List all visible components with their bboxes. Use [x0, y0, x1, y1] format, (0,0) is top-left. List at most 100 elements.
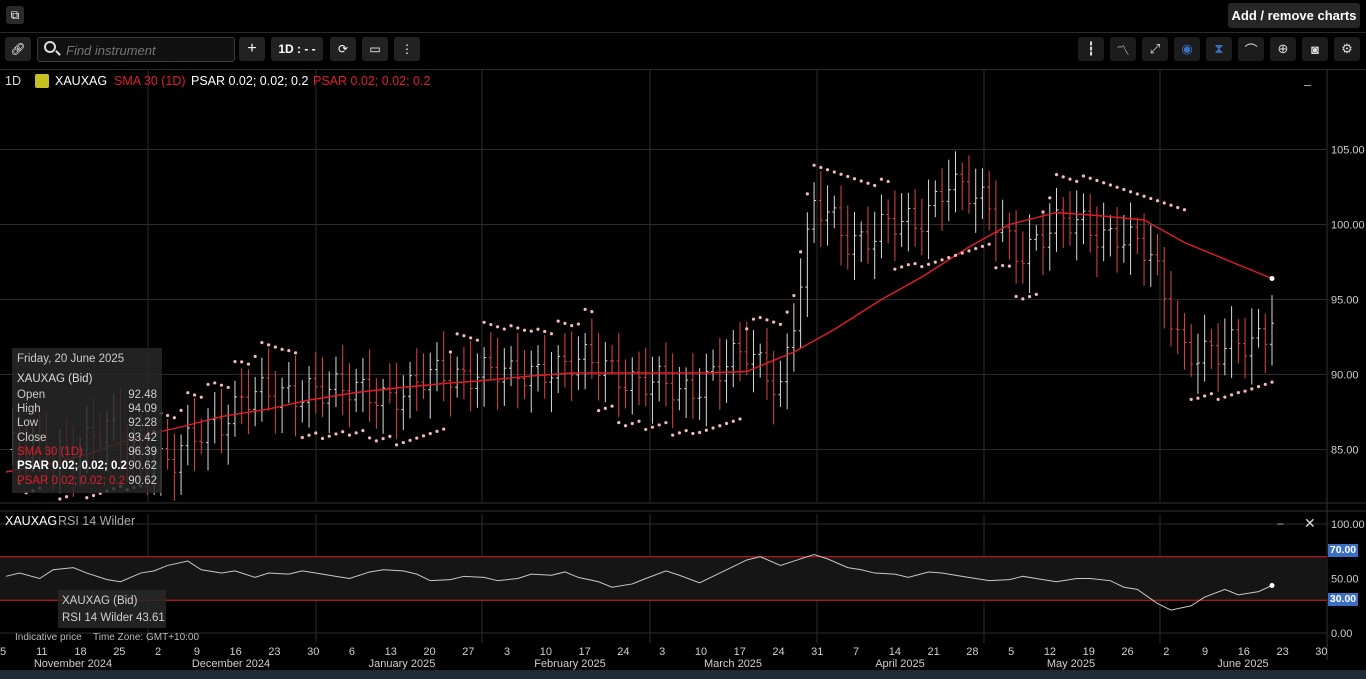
taskbar [0, 670, 1366, 679]
psar-dot [832, 170, 836, 174]
add-remove-charts-button[interactable]: Add / remove charts [1228, 3, 1360, 28]
search-box[interactable] [37, 37, 235, 62]
x-day-label: 3 [504, 646, 510, 658]
timezone-label: Time Zone: GMT+10:00 [93, 632, 200, 643]
psar-dot [873, 183, 877, 188]
settings-icon[interactable]: ⚙ [1334, 37, 1360, 61]
psar-dot [529, 329, 533, 333]
psar-dot [267, 343, 271, 347]
x-day-label: 26 [1121, 646, 1133, 658]
rsi-tooltip-value: 43.61 [136, 612, 165, 624]
top-bar [0, 0, 1366, 33]
bar-style-icon[interactable]: ┇ [1078, 37, 1104, 61]
psar-dot [738, 417, 742, 421]
x-day-label: 16 [230, 646, 242, 658]
legend-psar-red[interactable]: PSAR 0.02; 0.02; 0.2 [313, 74, 431, 88]
psar-dot [320, 436, 325, 441]
x-day-label: 9 [194, 646, 200, 658]
psar-dot [556, 319, 560, 323]
minimize-panel-button[interactable]: – [1304, 78, 1311, 92]
psar-dot [213, 381, 217, 385]
price-tick-label: 90.00 [1331, 370, 1359, 382]
psar-dot [421, 434, 426, 438]
psar-dot [1229, 393, 1234, 397]
rsi-indicator-label[interactable]: RSI 14 Wilder [58, 514, 136, 528]
psar-dot [926, 262, 931, 266]
psar-dot [240, 360, 244, 364]
psar-dot [765, 318, 769, 322]
camera-icon[interactable]: ◙ [1302, 37, 1328, 61]
psar-dot [953, 253, 958, 257]
tooltip-row: Open 92.48 [17, 389, 157, 401]
more-vertical-icon[interactable]: ⋮ [394, 37, 420, 61]
psar-dot [327, 434, 331, 438]
rsi-close-icon[interactable]: ✕ [1304, 515, 1316, 531]
rsi-tick-label: 0.00 [1331, 628, 1352, 640]
psar-dot [448, 350, 453, 354]
rsi-band-fill [0, 556, 1327, 601]
psar-dot [549, 332, 554, 336]
x-day-label: 19 [1083, 646, 1095, 658]
psar-dot [866, 181, 870, 185]
psar-dot [792, 293, 796, 298]
psar-dot [1115, 185, 1119, 189]
psar-dot [287, 349, 291, 353]
psar-dot [1203, 394, 1207, 398]
psar-dot [334, 432, 338, 436]
psar-dot [900, 265, 904, 269]
legend-psar-white[interactable]: PSAR 0.02; 0.02; 0.2 [191, 74, 309, 88]
psar-dot [522, 328, 527, 332]
psar-dot [711, 426, 715, 430]
psar-dot [967, 249, 971, 253]
x-day-label: 10 [695, 646, 707, 658]
psar-dot [846, 174, 850, 179]
psar-dot [617, 421, 621, 425]
legend-symbol[interactable]: XAUXAG [55, 74, 108, 88]
psar-dot [435, 429, 439, 433]
psar-dot [623, 424, 628, 428]
psar-dot [401, 440, 405, 445]
psar-dot [805, 192, 809, 196]
draw-line-icon[interactable]: ⤢ [1142, 37, 1168, 61]
psar-dot [280, 347, 284, 351]
link-icon[interactable]: 🔗︎ [5, 37, 31, 61]
search-input[interactable] [64, 41, 228, 59]
psar-dot [570, 324, 574, 328]
hide-icon[interactable]: ◉ [1174, 37, 1200, 61]
price-tick-label: 100.00 [1331, 220, 1365, 232]
legend-sma[interactable]: SMA 30 (1D) [114, 74, 186, 88]
psar-dot [219, 383, 224, 387]
psar-dot [1169, 203, 1173, 207]
refresh-icon[interactable]: ⟳ [330, 37, 356, 61]
x-day-label: 3 [659, 646, 665, 658]
x-day-label: 31 [811, 646, 823, 658]
psar-dot [859, 179, 863, 183]
psar-dot [482, 320, 486, 324]
chart-type-icon[interactable]: ▭ [362, 37, 388, 61]
x-month-label: February 2025 [534, 658, 606, 670]
rsi-symbol-label[interactable]: XAUXAG [5, 514, 58, 528]
psar-dot [1223, 395, 1227, 399]
x-day-label: 24 [772, 646, 784, 658]
curve-icon[interactable]: ⌒ [1238, 37, 1264, 61]
popout-icon[interactable]: ⧉ [6, 6, 24, 24]
zoom-icon[interactable]: ⊕ [1270, 37, 1296, 61]
rsi-tick-label: 100.00 [1331, 519, 1365, 531]
psar-dot [893, 267, 897, 271]
rsi-line [5, 553, 1273, 611]
rsi-minimize-button[interactable]: – [1277, 516, 1284, 530]
psar-dot [1027, 295, 1032, 299]
psar-dot [489, 322, 493, 327]
rsi-tooltip-label: RSI 14 Wilder [62, 612, 133, 624]
indicator-icon[interactable]: 〽 [1110, 37, 1136, 61]
psar-dot [610, 404, 614, 408]
price-tick-label: 85.00 [1331, 445, 1359, 457]
psar-dot [1189, 397, 1193, 401]
cursor-icon[interactable]: ⧗ [1206, 37, 1232, 61]
rsi-lower-band-badge: 30.00 [1328, 593, 1358, 606]
psar-dot [812, 163, 816, 167]
interval-selector[interactable]: 1D : - - [271, 37, 323, 61]
add-instrument-button[interactable]: + [239, 37, 265, 61]
psar-dot [1216, 397, 1220, 402]
